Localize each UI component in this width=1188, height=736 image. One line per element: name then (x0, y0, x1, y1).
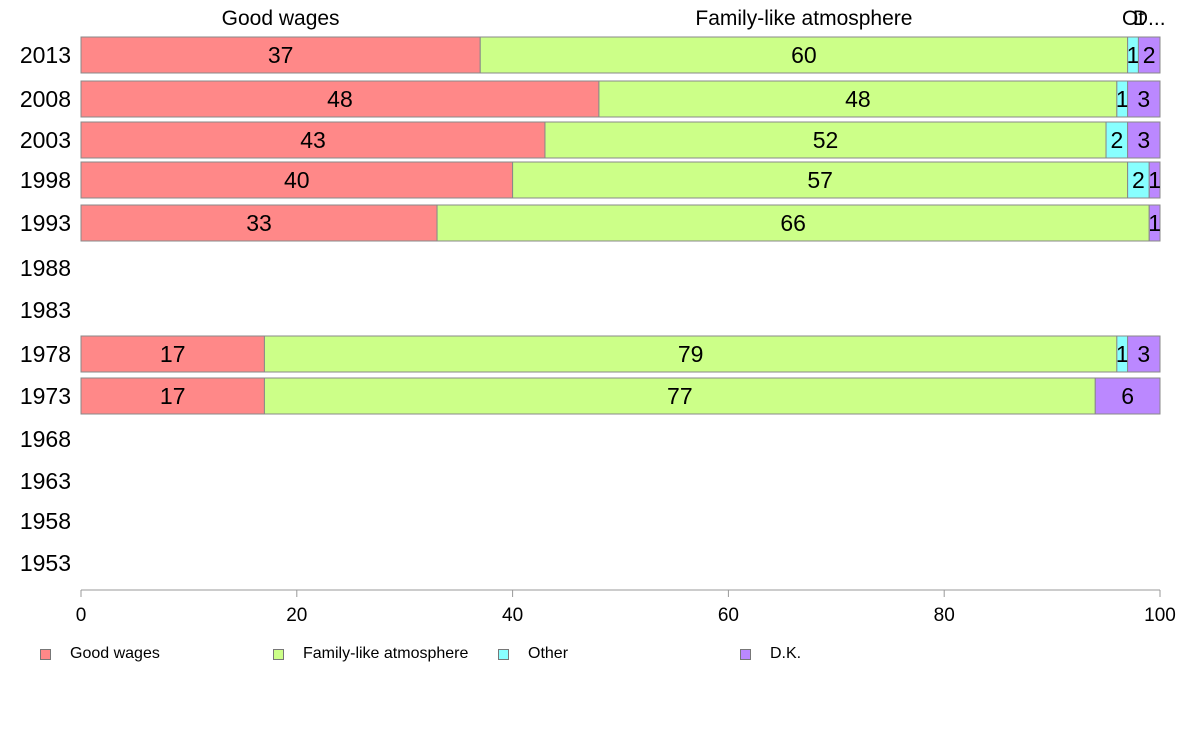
data-label: 79 (678, 341, 704, 367)
bar-segment (1148, 204, 1161, 242)
year-label: 1968 (20, 426, 71, 452)
bar-segment (263, 335, 1118, 373)
category-header: Ot (1122, 7, 1144, 30)
legend-label: Other (528, 645, 569, 662)
data-label: 57 (807, 167, 833, 193)
data-label: 52 (813, 127, 839, 153)
legend-label: Good wages (70, 645, 160, 662)
data-label: 3 (1137, 86, 1150, 112)
category-headers: Good wages Family-like atmosphere OtD... (222, 7, 1166, 30)
year-label: 1973 (20, 383, 71, 409)
year-label: 1963 (20, 468, 71, 494)
bar-segment (1148, 161, 1161, 199)
year-label: 1953 (20, 550, 71, 576)
x-tick-label: 60 (718, 605, 739, 626)
x-tick-label: 40 (502, 605, 523, 626)
data-label: 40 (284, 167, 310, 193)
data-label: 17 (160, 383, 186, 409)
bar-segment (512, 161, 1129, 199)
bar-segment (1137, 36, 1161, 74)
category-header: D... (1133, 7, 1166, 30)
year-label: 1958 (20, 508, 71, 534)
legend-item: Good wages (40, 643, 160, 665)
data-label: 1 (1148, 210, 1161, 236)
data-label: 3 (1137, 341, 1150, 367)
data-label: 66 (780, 210, 806, 236)
legend-swatch (740, 648, 751, 660)
bar-segment (544, 121, 1107, 159)
year-label: 1998 (20, 167, 71, 193)
bar-segment (1127, 80, 1161, 118)
legend-label: D.K. (770, 645, 802, 662)
data-label: 1 (1116, 86, 1129, 112)
data-label: 1 (1148, 167, 1161, 193)
data-label: 2 (1110, 127, 1123, 153)
data-label: 37 (268, 42, 294, 68)
year-label: 2003 (20, 127, 71, 153)
x-tick-label: 20 (286, 605, 307, 626)
category-header: Family-like atmosphere (695, 7, 912, 30)
legend-swatch (273, 648, 284, 660)
bar-segment (1127, 335, 1161, 373)
year-label: 1978 (20, 341, 71, 367)
legend-swatch (40, 648, 51, 660)
year-label: 1988 (20, 255, 71, 281)
data-label: 1 (1116, 341, 1129, 367)
bar-segment (1127, 121, 1161, 159)
x-tick-label: 80 (934, 605, 955, 626)
bar-segment (1094, 377, 1161, 415)
data-label: 17 (160, 341, 186, 367)
bar-segment (479, 36, 1129, 74)
x-axis: 0 20 40 60 80 100 (76, 589, 1176, 626)
legend-swatch (498, 648, 509, 660)
data-label: 3 (1137, 127, 1150, 153)
year-label: 1993 (20, 210, 71, 236)
bar-segment (80, 121, 546, 159)
bar-segment (80, 80, 600, 118)
year-labels: 2013 2008 2003 1998 1993 1988 1983 1978 1973 1968… (20, 42, 71, 576)
year-label: 2013 (20, 42, 71, 68)
legend-item: Other (498, 643, 568, 665)
legend-item: Family-like atmosphere (273, 643, 468, 665)
x-tick-label: 100 (1144, 605, 1176, 626)
bar-segment (80, 204, 438, 242)
bars: 37 60 1 248 48 1 343 52 2 340 57 2 133 66 117 79 1 317 77 6 (80, 36, 1161, 415)
data-label: 48 (845, 86, 871, 112)
data-label: 1 (1127, 42, 1140, 68)
bar-segment (80, 335, 265, 373)
data-label: 6 (1121, 383, 1134, 409)
bar-segment (436, 204, 1150, 242)
data-label: 48 (327, 86, 353, 112)
data-label: 77 (667, 383, 693, 409)
data-label: 33 (246, 210, 272, 236)
legend: Good wages Family-like atmosphere Other D.K… (40, 643, 1140, 665)
category-header: Good wages (222, 7, 340, 30)
year-label: 2008 (20, 86, 71, 112)
legend-item: D.K. (740, 643, 801, 665)
bar-segment (80, 161, 514, 199)
data-label: 2 (1143, 42, 1156, 68)
legend-label: Family-like atmosphere (303, 645, 469, 662)
x-tick-label: 0 (76, 605, 87, 626)
data-label: 2 (1132, 167, 1145, 193)
year-label: 1983 (20, 297, 71, 323)
data-label: 43 (300, 127, 326, 153)
data-label: 60 (791, 42, 817, 68)
